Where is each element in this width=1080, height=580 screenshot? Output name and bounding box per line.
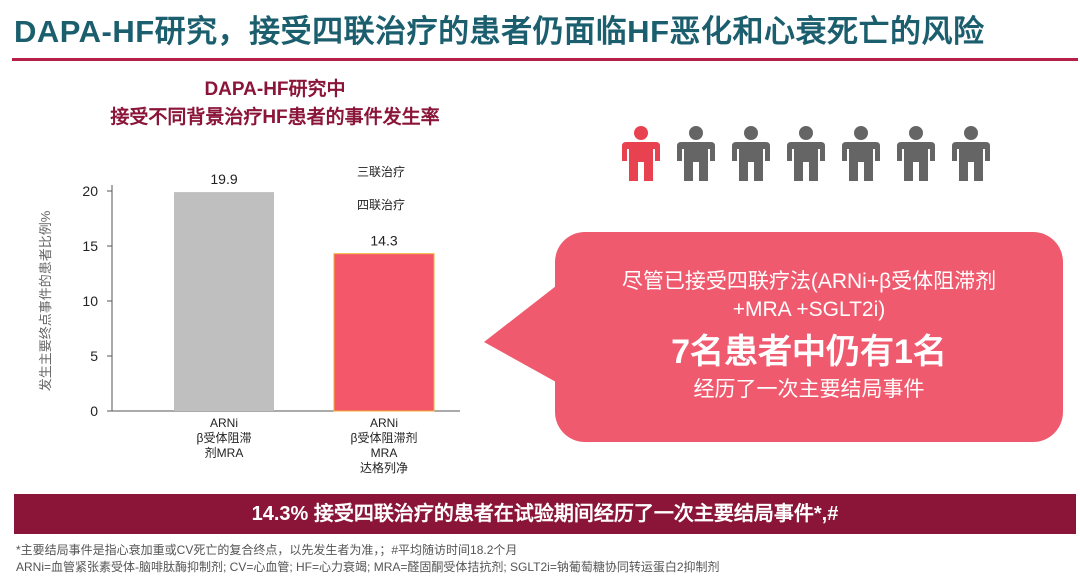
person-icon	[787, 126, 825, 181]
bar	[174, 192, 274, 411]
x-tick-label: 剂MRA	[205, 445, 244, 460]
person-icon	[842, 126, 880, 181]
y-tick-label: 20	[82, 183, 98, 199]
y-tick-label: 5	[90, 348, 98, 364]
x-tick-label: β受体阻滞	[197, 431, 252, 445]
bar	[333, 253, 435, 412]
chart-title-line-2: 接受不同背景治疗HF患者的事件发生率	[110, 107, 440, 128]
legend-item-quadruple: 四联治疗	[357, 198, 406, 212]
person-icon	[677, 126, 715, 181]
callout-line-1b: +MRA +SGLT2i)	[732, 298, 886, 321]
bar-chart: 05101520发生主要终点事件的患者比例%19.9ARNiβ受体阻滞剂MRA1…	[38, 171, 460, 475]
x-tick-label: 达格列净	[360, 460, 408, 475]
x-tick-label: MRA	[371, 446, 398, 460]
callout-line-3: 经历了一次主要结局事件	[693, 378, 925, 401]
chart-title: DAPA-HF研究中 接受不同背景治疗HF患者的事件发生率	[40, 76, 510, 132]
chart-title-line-1: DAPA-HF研究中	[204, 79, 346, 100]
person-icon	[952, 126, 990, 181]
x-tick-label: ARNi	[210, 416, 238, 430]
footnote-2: ARNi=血管紧张素受体-脑啡肽酶抑制剂; CV=心血管; HF=心力衰竭; M…	[16, 560, 720, 574]
x-tick-label: ARNi	[370, 416, 398, 430]
callout-text: 尽管已接受四联疗法(ARNi+β受体阻滞剂 +MRA +SGLT2i)	[555, 268, 1063, 324]
data-label: 14.3	[370, 233, 397, 249]
callout-arrow-icon	[484, 286, 556, 382]
summary-banner: 14.3% 接受四联治疗的患者在试验期间经历了一次主要结局事件*,#	[14, 494, 1076, 534]
people-icon-row	[622, 126, 990, 181]
y-tick-label: 10	[82, 293, 98, 309]
y-axis-label: 发生主要终点事件的患者比例%	[38, 210, 53, 391]
x-tick-label: β受体阻滞剂	[351, 430, 418, 445]
person-icon	[622, 126, 660, 181]
legend-item-triple: 三联治疗	[357, 165, 406, 179]
callout-box	[555, 232, 1063, 442]
title-divider	[12, 58, 1078, 61]
callout-line-1: 尽管已接受四联疗法(ARNi+β受体阻滞剂	[621, 270, 997, 293]
y-tick-label: 0	[90, 403, 98, 419]
callout-headline: 7名患者中仍有1名	[671, 333, 947, 371]
page-title: DAPA-HF研究，接受四联治疗的患者仍面临HF恶化和心衰死亡的风险	[14, 14, 985, 49]
person-icon	[897, 126, 935, 181]
y-tick-label: 15	[82, 238, 98, 254]
person-icon	[732, 126, 770, 181]
footnote-1: *主要结局事件是指心衰加重或CV死亡的复合终点，以先发生者为准，；#平均随访时间…	[16, 543, 518, 557]
data-label: 19.9	[210, 171, 237, 187]
